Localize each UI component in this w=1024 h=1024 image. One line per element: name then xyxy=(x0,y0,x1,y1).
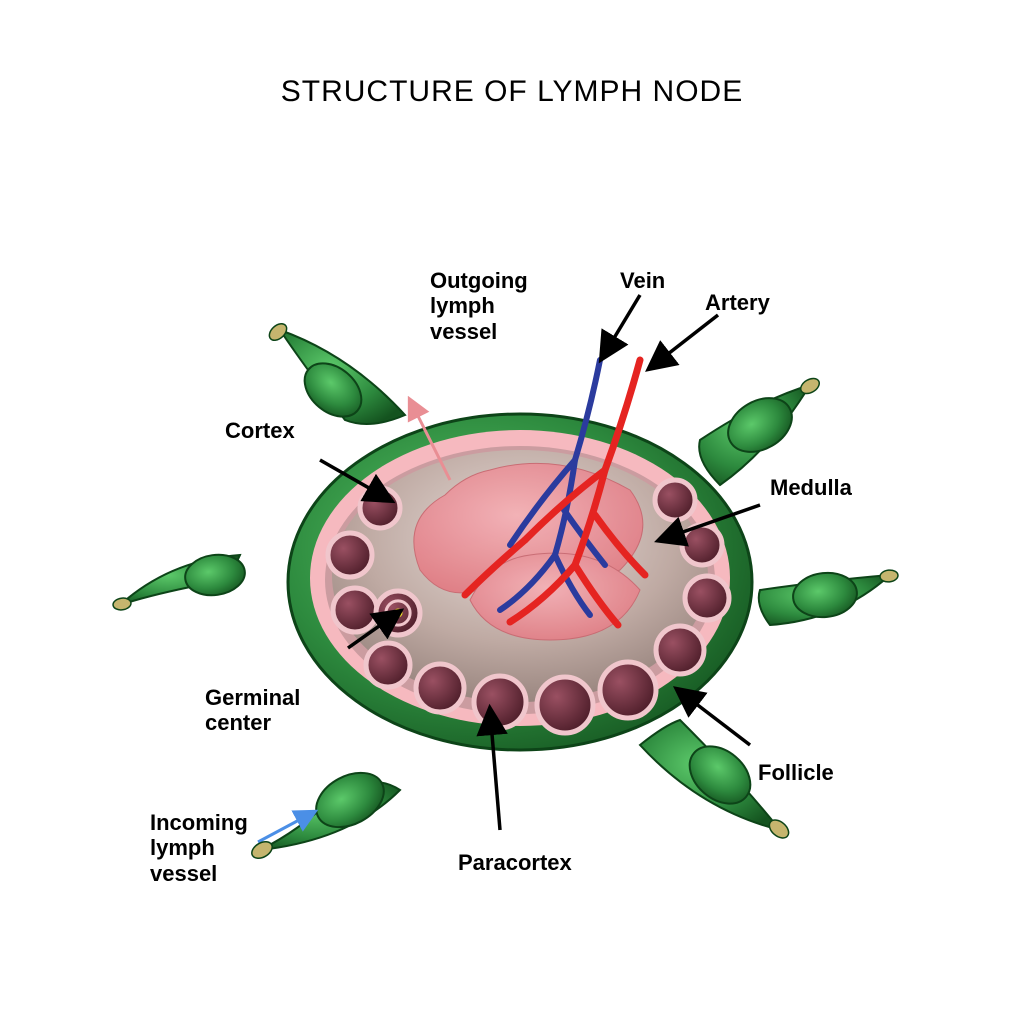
follicle xyxy=(655,480,695,520)
label-outgoing: Outgoing lymph vessel xyxy=(430,268,528,344)
follicle xyxy=(328,533,372,577)
label-paracortex: Paracortex xyxy=(458,850,572,875)
pointer-vein xyxy=(602,295,640,358)
pointer-artery xyxy=(650,315,718,368)
follicle xyxy=(474,676,526,728)
label-artery: Artery xyxy=(705,290,770,315)
label-germinal: Germinal center xyxy=(205,685,300,736)
follicle xyxy=(537,677,593,733)
label-vein: Vein xyxy=(620,268,665,293)
label-follicle: Follicle xyxy=(758,760,834,785)
label-incoming: Incoming lymph vessel xyxy=(150,810,248,886)
label-medulla: Medulla xyxy=(770,475,852,500)
follicle xyxy=(600,662,656,718)
follicle xyxy=(366,643,410,687)
label-cortex: Cortex xyxy=(225,418,295,443)
follicle xyxy=(416,664,464,712)
follicle xyxy=(656,626,704,674)
follicle xyxy=(685,576,729,620)
follicle xyxy=(333,588,377,632)
